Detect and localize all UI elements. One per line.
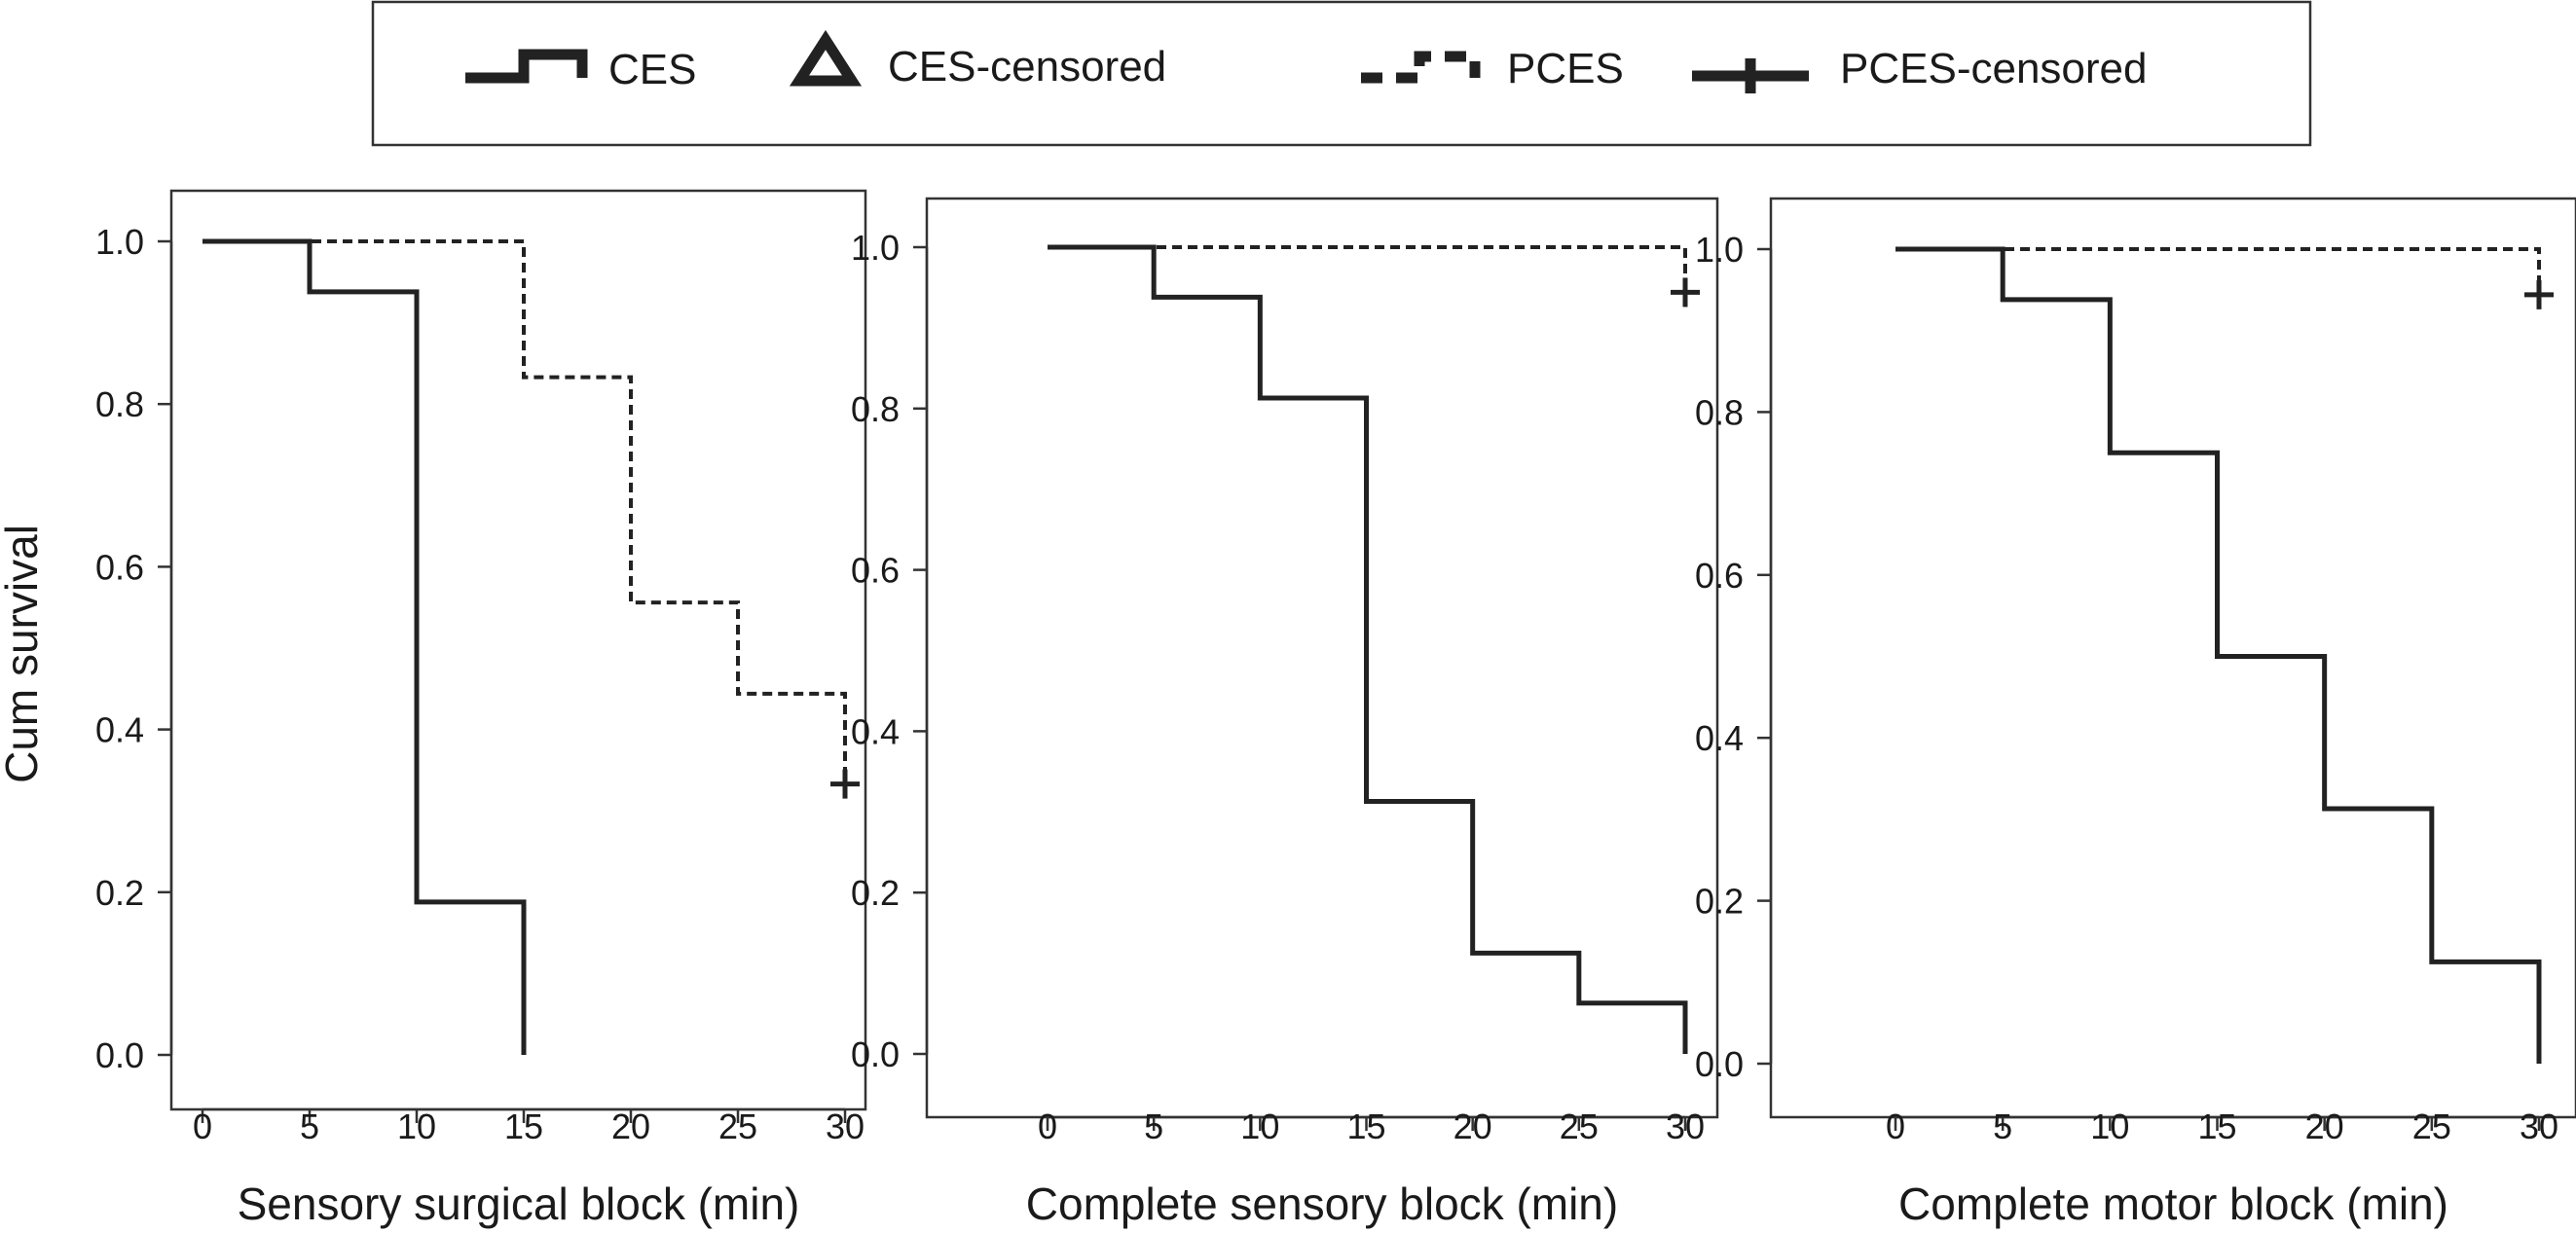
censored-plus-icon: [1671, 277, 1700, 308]
y-tick-label: 1.0: [851, 228, 900, 268]
series-pces-line: [1895, 247, 2541, 295]
x-tick-label: 25: [1560, 1106, 1599, 1146]
series-pces-line: [202, 239, 847, 784]
y-tick-label: 1.0: [95, 222, 144, 262]
x-axis-label: Complete motor block (min): [1898, 1179, 2448, 1229]
x-tick-label: 25: [718, 1106, 757, 1146]
y-tick-label: 0.2: [1695, 882, 1744, 922]
chart-panels: 0 5 10 15 20 25 30 0.0 0.2 0.4 0.6 0.8 1.0 Sensory su…: [95, 189, 2576, 1229]
x-tick-label: 30: [2520, 1106, 2558, 1146]
series-pces-line: [1048, 245, 1687, 293]
x-tick-label: 5: [1993, 1106, 2012, 1146]
y-tick-label: 0.8: [851, 389, 900, 429]
series-ces-line: [1048, 244, 1688, 1054]
y-tick-label: 0.0: [95, 1035, 144, 1075]
y-tick-label: 0.6: [1695, 556, 1744, 596]
x-axis-label: Complete sensory block (min): [1026, 1179, 1618, 1229]
censored-plus-icon: [830, 769, 860, 799]
x-tick-label: 20: [611, 1106, 650, 1146]
legend-pces-label: PCES: [1507, 45, 1624, 92]
x-tick-label: 15: [1346, 1106, 1385, 1146]
x-tick-label: 15: [2197, 1106, 2236, 1146]
y-tick-label: 0.8: [1695, 392, 1744, 432]
legend-frame: [371, 0, 2312, 147]
legend-pces-censored-plus-icon: [1692, 58, 1809, 93]
x-tick-label: 15: [504, 1106, 543, 1146]
x-tick-label: 10: [397, 1106, 436, 1146]
y-tick-label: 0.6: [851, 551, 900, 591]
legend-ces-label: CES: [608, 46, 696, 93]
plot-frame: [1769, 197, 2576, 1119]
plot-frame: [925, 197, 1719, 1119]
x-tick-label: 10: [1240, 1106, 1279, 1146]
y-tick-label: 0.8: [95, 384, 144, 424]
legend-ces-censored-triangle-icon: [789, 29, 863, 87]
chart-panel-3: 0 5 10 15 20 25 30 0.0 0.2 0.4 0.6 0.8 1.0 Complete m…: [1695, 197, 2576, 1229]
y-tick-label: 0.2: [851, 873, 900, 913]
series-ces-line: [202, 238, 527, 1055]
x-axis-label: Sensory surgical block (min): [238, 1179, 800, 1229]
chart-panel-1: 0 5 10 15 20 25 30 0.0 0.2 0.4 0.6 0.8 1.0 Sensory su…: [95, 189, 867, 1229]
series-ces-line: [1895, 246, 2542, 1064]
x-tick-label: 25: [2412, 1106, 2451, 1146]
plot-frame: [169, 189, 867, 1111]
x-tick-label: 30: [1666, 1106, 1705, 1146]
y-tick-label: 0.0: [851, 1034, 900, 1074]
y-axis-label: Cum survival: [0, 525, 47, 783]
y-tick-label: 0.4: [1695, 718, 1744, 758]
x-tick-label: 5: [300, 1106, 319, 1146]
y-tick-label: 0.4: [95, 710, 144, 750]
x-tick-label: 0: [1886, 1106, 1905, 1146]
x-tick-label: 5: [1144, 1106, 1163, 1146]
chart-panel-2: 0 5 10 15 20 25 30 0.0 0.2 0.4 0.6 0.8 1.0 Complete s…: [851, 197, 1719, 1229]
y-tick-label: 0.4: [851, 711, 900, 751]
x-tick-label: 0: [1038, 1106, 1057, 1146]
censored-plus-icon: [2524, 279, 2554, 309]
legend-pces-censored-label: PCES-censored: [1840, 45, 2147, 92]
legend-pces-swatch-icon: [1361, 51, 1481, 84]
y-tick-label: 0.6: [95, 547, 144, 587]
y-tick-label: 0.0: [1695, 1044, 1744, 1084]
y-tick-label: 1.0: [1695, 230, 1744, 270]
x-tick-label: 20: [2305, 1106, 2344, 1146]
legend-ces-swatch-icon: [465, 49, 588, 84]
legend: CES CES-censored PCES PCES-censored: [371, 0, 2312, 147]
x-tick-label: 20: [1454, 1106, 1492, 1146]
x-tick-label: 10: [2090, 1106, 2129, 1146]
x-tick-label: 30: [826, 1106, 865, 1146]
y-tick-label: 0.2: [95, 873, 144, 913]
legend-ces-censored-label: CES-censored: [888, 43, 1166, 91]
x-tick-label: 0: [193, 1106, 212, 1146]
